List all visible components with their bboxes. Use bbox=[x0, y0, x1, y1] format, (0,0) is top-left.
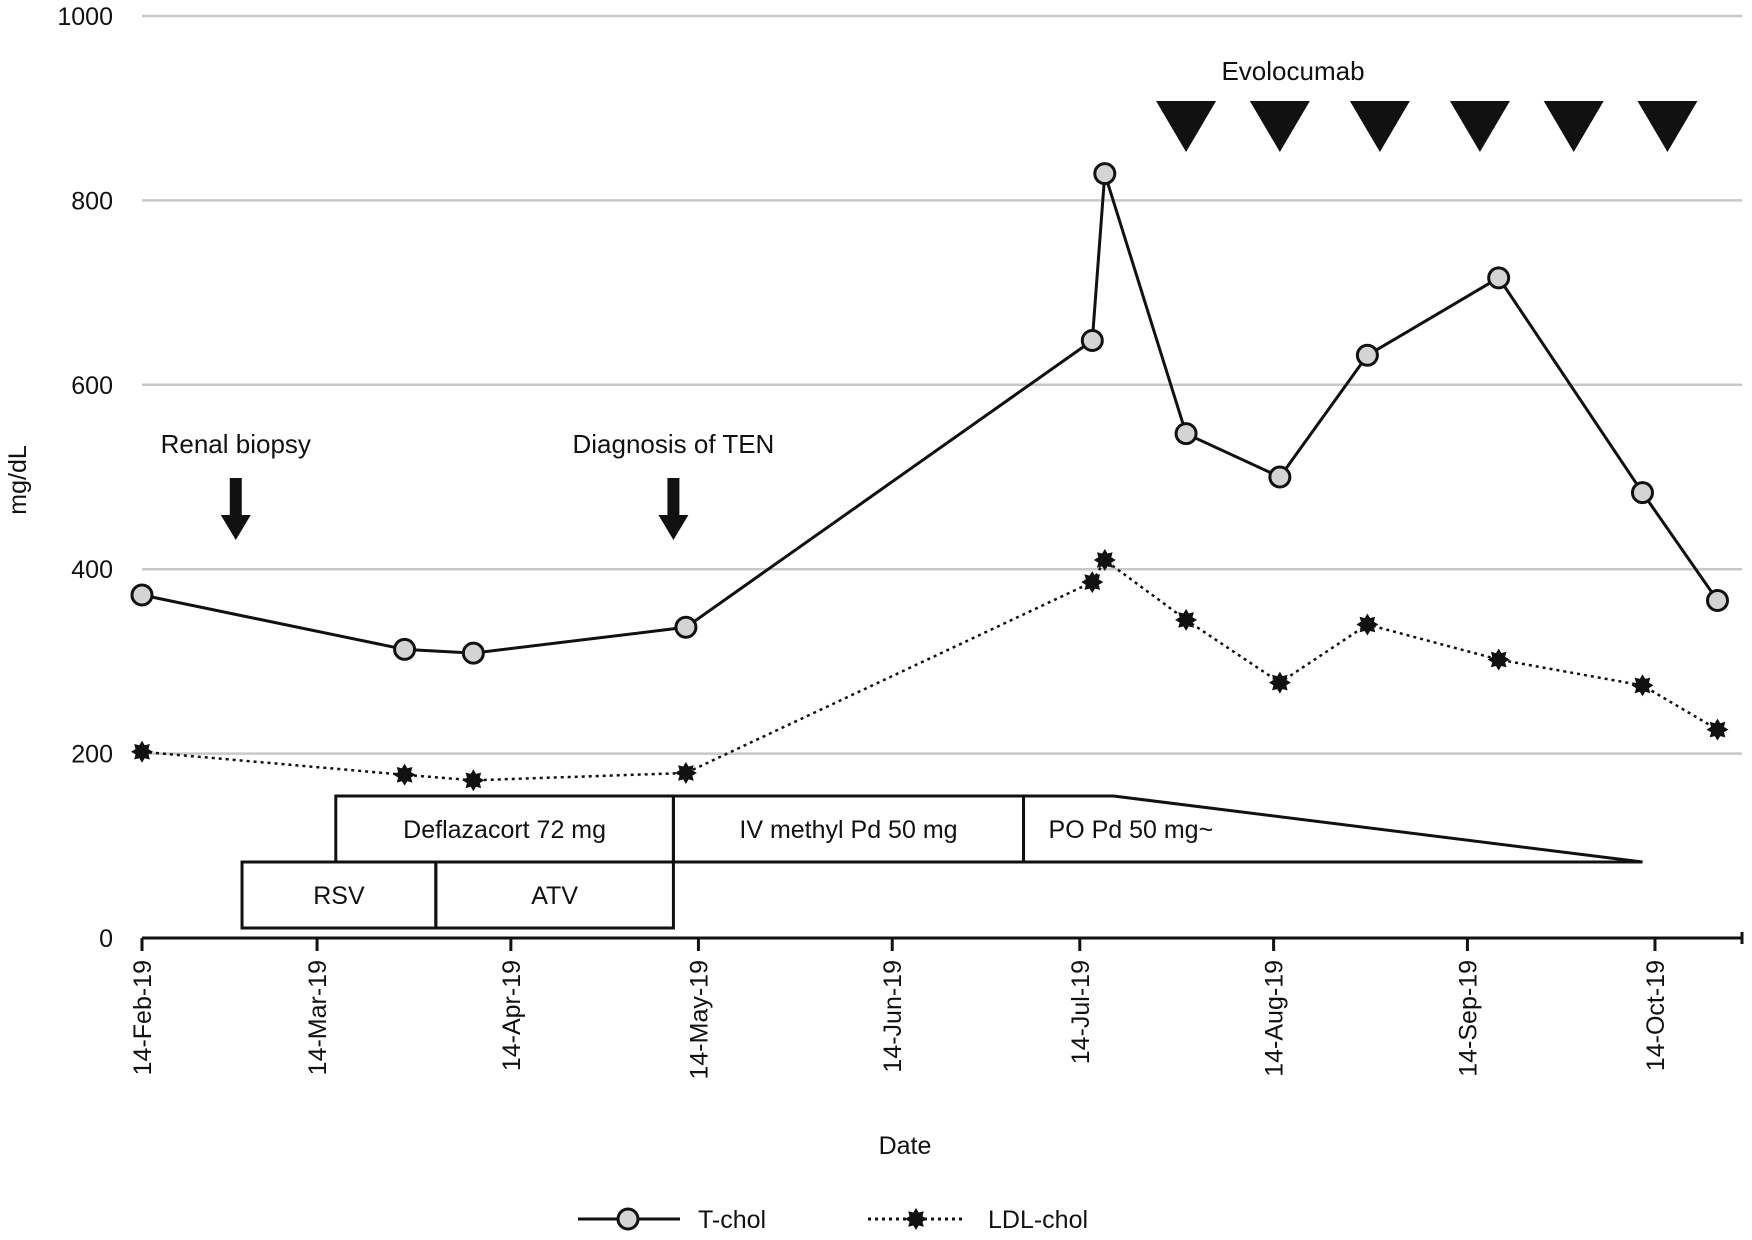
data-point-ldl-chol bbox=[674, 762, 697, 784]
treatment-po-pd-50-mg: PO Pd 50 mg~ bbox=[1022, 794, 1643, 864]
treatment-label: PO Pd 50 mg~ bbox=[1049, 816, 1214, 844]
x-tick-label: 14-Jun-19 bbox=[879, 960, 907, 1073]
treatment-label: Deflazacort 72 mg bbox=[403, 816, 606, 844]
legend-ldl-marker bbox=[905, 1208, 927, 1230]
treatment-label: IV methyl Pd 50 mg bbox=[739, 816, 957, 844]
legend-tchol-marker bbox=[616, 1207, 640, 1231]
y-tick-label: 400 bbox=[71, 556, 113, 584]
data-point-ldl-chol bbox=[1706, 718, 1729, 741]
y-axis-label: mg/dL bbox=[4, 445, 32, 515]
data-point-ldl-chol bbox=[462, 769, 485, 792]
data-point-t-chol bbox=[461, 641, 485, 665]
x-tick-label: 14-Feb-19 bbox=[129, 960, 157, 1075]
x-tick-label: 14-Aug-19 bbox=[1261, 960, 1289, 1077]
annotations: Renal biopsy Diagnosis of TEN Evolocumab bbox=[161, 56, 1698, 540]
legend-item-ldl: LDL-chol bbox=[868, 1206, 1088, 1234]
series-t-chol bbox=[130, 162, 1729, 665]
x-tick-label: 14-Apr-19 bbox=[498, 960, 526, 1071]
y-tick-label: 200 bbox=[71, 741, 113, 769]
y-tick-label: 1000 bbox=[57, 3, 113, 31]
data-point-ldl-chol bbox=[131, 740, 153, 763]
data-point-ldl-chol bbox=[393, 763, 416, 786]
treatment-atv: ATV bbox=[434, 860, 675, 930]
treatment-iv-methyl-pd-50-mg: IV methyl Pd 50 mg bbox=[671, 794, 1026, 864]
data-point-ldl-chol bbox=[1487, 648, 1510, 671]
treatment-boxes: Deflazacort 72 mg IV methyl Pd 50 mg PO Pd… bbox=[240, 794, 1643, 930]
annotation-renal-biopsy: Renal biopsy bbox=[161, 429, 311, 540]
series-line-t-chol bbox=[141, 173, 1719, 655]
series-line-ldl-chol bbox=[141, 558, 1719, 782]
evolocumab-dose-triangle bbox=[1156, 101, 1217, 152]
legend: T-chol LDL-chol bbox=[578, 1206, 1088, 1234]
axes: 14-Feb-19 14-Mar-19 14-Apr-19 14-May-19 14-J… bbox=[129, 932, 1744, 1080]
y-tick-label: 800 bbox=[71, 187, 113, 215]
data-point-t-chol bbox=[1630, 481, 1654, 505]
evolocumab-label: Evolocumab bbox=[1221, 56, 1364, 86]
grid-lines: 0 200 400 600 800 1000 bbox=[57, 3, 1742, 953]
evolocumab-dose-triangle bbox=[1349, 101, 1410, 152]
treatment-rsv: RSV bbox=[240, 860, 438, 930]
down-arrow-icon bbox=[220, 478, 251, 540]
data-point-ldl-chol bbox=[1175, 608, 1198, 631]
evolocumab-dose-triangle bbox=[1543, 101, 1604, 152]
data-point-ldl-chol bbox=[1631, 674, 1654, 697]
annotation-diagnosis-of-ten: Diagnosis of TEN bbox=[572, 429, 774, 540]
y-tick-label: 0 bbox=[99, 925, 113, 953]
data-point-t-chol bbox=[130, 583, 154, 607]
data-point-t-chol bbox=[1705, 589, 1729, 613]
data-point-t-chol bbox=[1355, 343, 1379, 367]
data-point-t-chol bbox=[393, 637, 417, 661]
data-point-ldl-chol bbox=[1081, 571, 1104, 594]
treatment-deflazacort-72-mg: Deflazacort 72 mg bbox=[334, 794, 675, 864]
annotation-label: Renal biopsy bbox=[161, 429, 311, 459]
evolocumab-dose-triangle bbox=[1249, 101, 1310, 152]
x-tick-label: 14-Jul-19 bbox=[1067, 960, 1095, 1064]
treatment-label: ATV bbox=[531, 882, 578, 910]
x-tick-label: 14-Mar-19 bbox=[304, 960, 332, 1075]
data-point-t-chol bbox=[1080, 329, 1104, 353]
y-tick-label: 600 bbox=[71, 372, 113, 400]
data-point-t-chol bbox=[1487, 266, 1511, 290]
data-point-t-chol bbox=[674, 615, 698, 639]
data-point-t-chol bbox=[1174, 422, 1198, 446]
treatment-taper-outline bbox=[1022, 794, 1643, 864]
x-tick-label: 14-Oct-19 bbox=[1642, 960, 1670, 1071]
down-arrow-icon bbox=[658, 478, 689, 540]
x-tick-label: 14-Sep-19 bbox=[1454, 960, 1482, 1077]
series-ldl-chol bbox=[131, 549, 1729, 792]
data-point-t-chol bbox=[1268, 465, 1292, 489]
evolocumab-dose-triangle bbox=[1637, 101, 1698, 152]
treatment-label: RSV bbox=[313, 882, 365, 910]
annotation-label: Diagnosis of TEN bbox=[572, 429, 774, 459]
legend-tchol-label: T-chol bbox=[698, 1206, 766, 1234]
x-axis-label: Date bbox=[879, 1132, 932, 1160]
treatment-box bbox=[434, 860, 675, 930]
legend-ldl-label: LDL-chol bbox=[988, 1206, 1088, 1234]
x-tick-label: 14-May-19 bbox=[685, 960, 713, 1080]
data-point-ldl-chol bbox=[1268, 671, 1291, 694]
series bbox=[130, 162, 1729, 792]
data-point-ldl-chol bbox=[1356, 613, 1379, 636]
evolocumab-dose-triangle bbox=[1449, 101, 1510, 152]
evolocumab-doses: Evolocumab bbox=[1156, 56, 1698, 152]
legend-item-tchol: T-chol bbox=[578, 1206, 766, 1234]
data-point-t-chol bbox=[1093, 162, 1117, 186]
data-point-ldl-chol bbox=[1093, 549, 1116, 571]
